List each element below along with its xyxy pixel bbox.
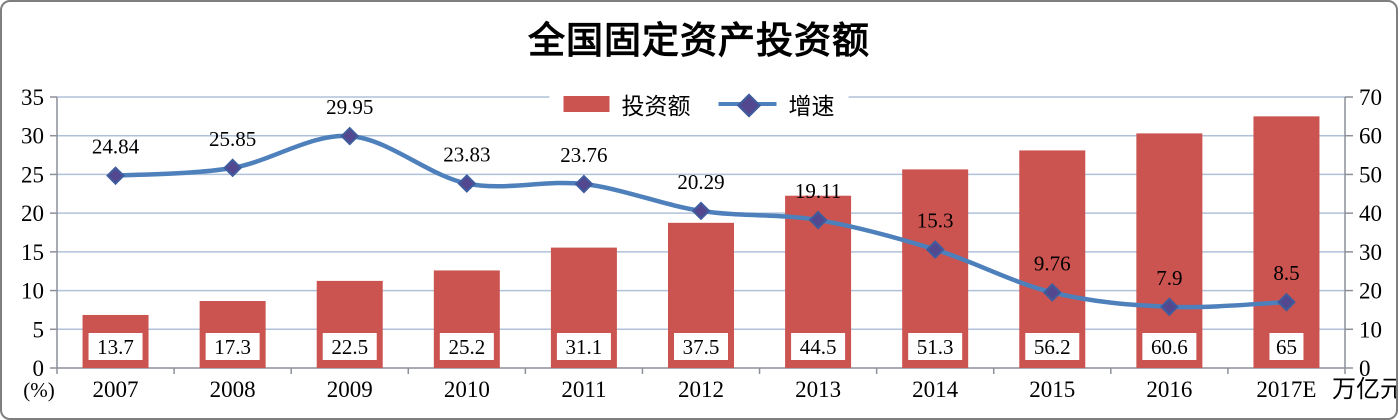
bar-value-label: 60.6 bbox=[1151, 335, 1188, 359]
bar-value-box bbox=[88, 333, 143, 360]
line-value-label: 23.76 bbox=[560, 143, 607, 167]
line-value-label: 19.11 bbox=[795, 179, 841, 203]
line-value-label: 24.84 bbox=[92, 135, 140, 159]
line-marker bbox=[340, 126, 360, 146]
right-axis-tick-label: 70 bbox=[1359, 85, 1382, 110]
x-axis-label: 2014 bbox=[912, 377, 959, 402]
right-axis-tick-label: 40 bbox=[1359, 201, 1382, 226]
left-axis-tick-label: 25 bbox=[21, 162, 44, 187]
bar-value-box bbox=[791, 333, 846, 360]
x-axis-label: 2011 bbox=[561, 377, 606, 402]
bar-value-label: 44.5 bbox=[800, 335, 837, 359]
bar-value-box bbox=[322, 333, 377, 360]
line-marker bbox=[223, 158, 243, 178]
line-value-label: 25.85 bbox=[209, 127, 256, 151]
chart-title: 全国固定资产投资额 bbox=[528, 20, 870, 61]
line-value-label: 15.3 bbox=[917, 209, 954, 233]
line-value-label: 23.83 bbox=[443, 142, 490, 166]
line-marker bbox=[1277, 292, 1296, 312]
bar-value-box bbox=[439, 333, 494, 360]
line-marker bbox=[691, 201, 711, 221]
bar-value-box bbox=[1269, 333, 1304, 360]
bar bbox=[1253, 116, 1320, 368]
left-axis-tick-label: 5 bbox=[33, 317, 45, 342]
left-axis-tick-label: 10 bbox=[21, 279, 44, 304]
right-axis-tick-label: 50 bbox=[1359, 162, 1382, 187]
right-axis-tick-label: 0 bbox=[1359, 356, 1371, 381]
right-axis-tick-label: 60 bbox=[1359, 124, 1382, 149]
line-marker bbox=[808, 210, 828, 230]
x-axis-label: 2007 bbox=[93, 377, 139, 402]
right-axis-tick-label: 30 bbox=[1359, 240, 1382, 265]
bar-value-label: 22.5 bbox=[331, 335, 368, 359]
x-axis-label: 2010 bbox=[444, 377, 490, 402]
bar bbox=[1136, 133, 1203, 368]
line-value-label: 29.95 bbox=[326, 95, 373, 119]
x-axis-label: 2013 bbox=[795, 377, 841, 402]
x-axis-label: 2017E bbox=[1256, 377, 1316, 402]
x-axis-label: 2009 bbox=[327, 377, 373, 402]
bar-value-label: 51.3 bbox=[917, 335, 954, 359]
line-marker bbox=[106, 166, 125, 186]
line-marker bbox=[1042, 283, 1062, 302]
left-axis-tick-label: 0 bbox=[33, 356, 45, 381]
bar-value-label: 13.7 bbox=[97, 335, 134, 359]
bar-value-box bbox=[1025, 333, 1080, 360]
left-axis-tick-label: 35 bbox=[21, 85, 44, 110]
line-value-label: 8.5 bbox=[1273, 261, 1299, 285]
bar-value-box bbox=[556, 333, 611, 360]
x-axis-label: 2012 bbox=[678, 377, 724, 402]
line-marker bbox=[1159, 297, 1179, 317]
legend-label-line: 增速 bbox=[788, 94, 835, 119]
bar-value-label: 31.1 bbox=[566, 335, 603, 359]
left-axis-tick-label: 30 bbox=[21, 124, 44, 149]
line-value-label: 20.29 bbox=[677, 170, 724, 194]
right-axis-tick-label: 10 bbox=[1359, 317, 1382, 342]
bar-value-label: 37.5 bbox=[683, 335, 720, 359]
x-axis-label: 2008 bbox=[210, 377, 256, 402]
legend-swatch-bar bbox=[563, 96, 610, 112]
line-marker bbox=[457, 174, 477, 193]
bar-value-label: 65 bbox=[1276, 335, 1297, 359]
line-value-label: 9.76 bbox=[1034, 251, 1071, 275]
legend-diamond-icon bbox=[736, 93, 762, 118]
legend: 投资额 增速 bbox=[549, 84, 849, 124]
bar-value-label: 56.2 bbox=[1034, 335, 1071, 359]
bar-value-box bbox=[674, 333, 728, 360]
left-axis-tick-label: 20 bbox=[21, 201, 44, 226]
legend-line-sample bbox=[718, 93, 777, 118]
line-marker bbox=[925, 240, 945, 259]
left-axis-tick-label: 15 bbox=[21, 240, 44, 265]
bar-value-box bbox=[908, 333, 963, 360]
right-axis-tick-label: 20 bbox=[1359, 279, 1382, 304]
legend-label-bar: 投资额 bbox=[621, 94, 691, 119]
line-value-label: 7.9 bbox=[1156, 266, 1182, 290]
x-axis-label: 2016 bbox=[1146, 377, 1192, 402]
x-axis-label: 2015 bbox=[1029, 377, 1075, 402]
bar bbox=[1019, 150, 1086, 368]
bar-value-label: 17.3 bbox=[214, 335, 251, 359]
left-axis-unit-label: (%) bbox=[23, 378, 54, 402]
bar-value-box bbox=[205, 333, 260, 360]
bar-value-label: 25.2 bbox=[448, 335, 485, 359]
right-axis-unit-label: 万亿元 bbox=[1332, 376, 1396, 403]
line-marker bbox=[574, 174, 594, 194]
bar-value-box bbox=[1142, 333, 1197, 360]
